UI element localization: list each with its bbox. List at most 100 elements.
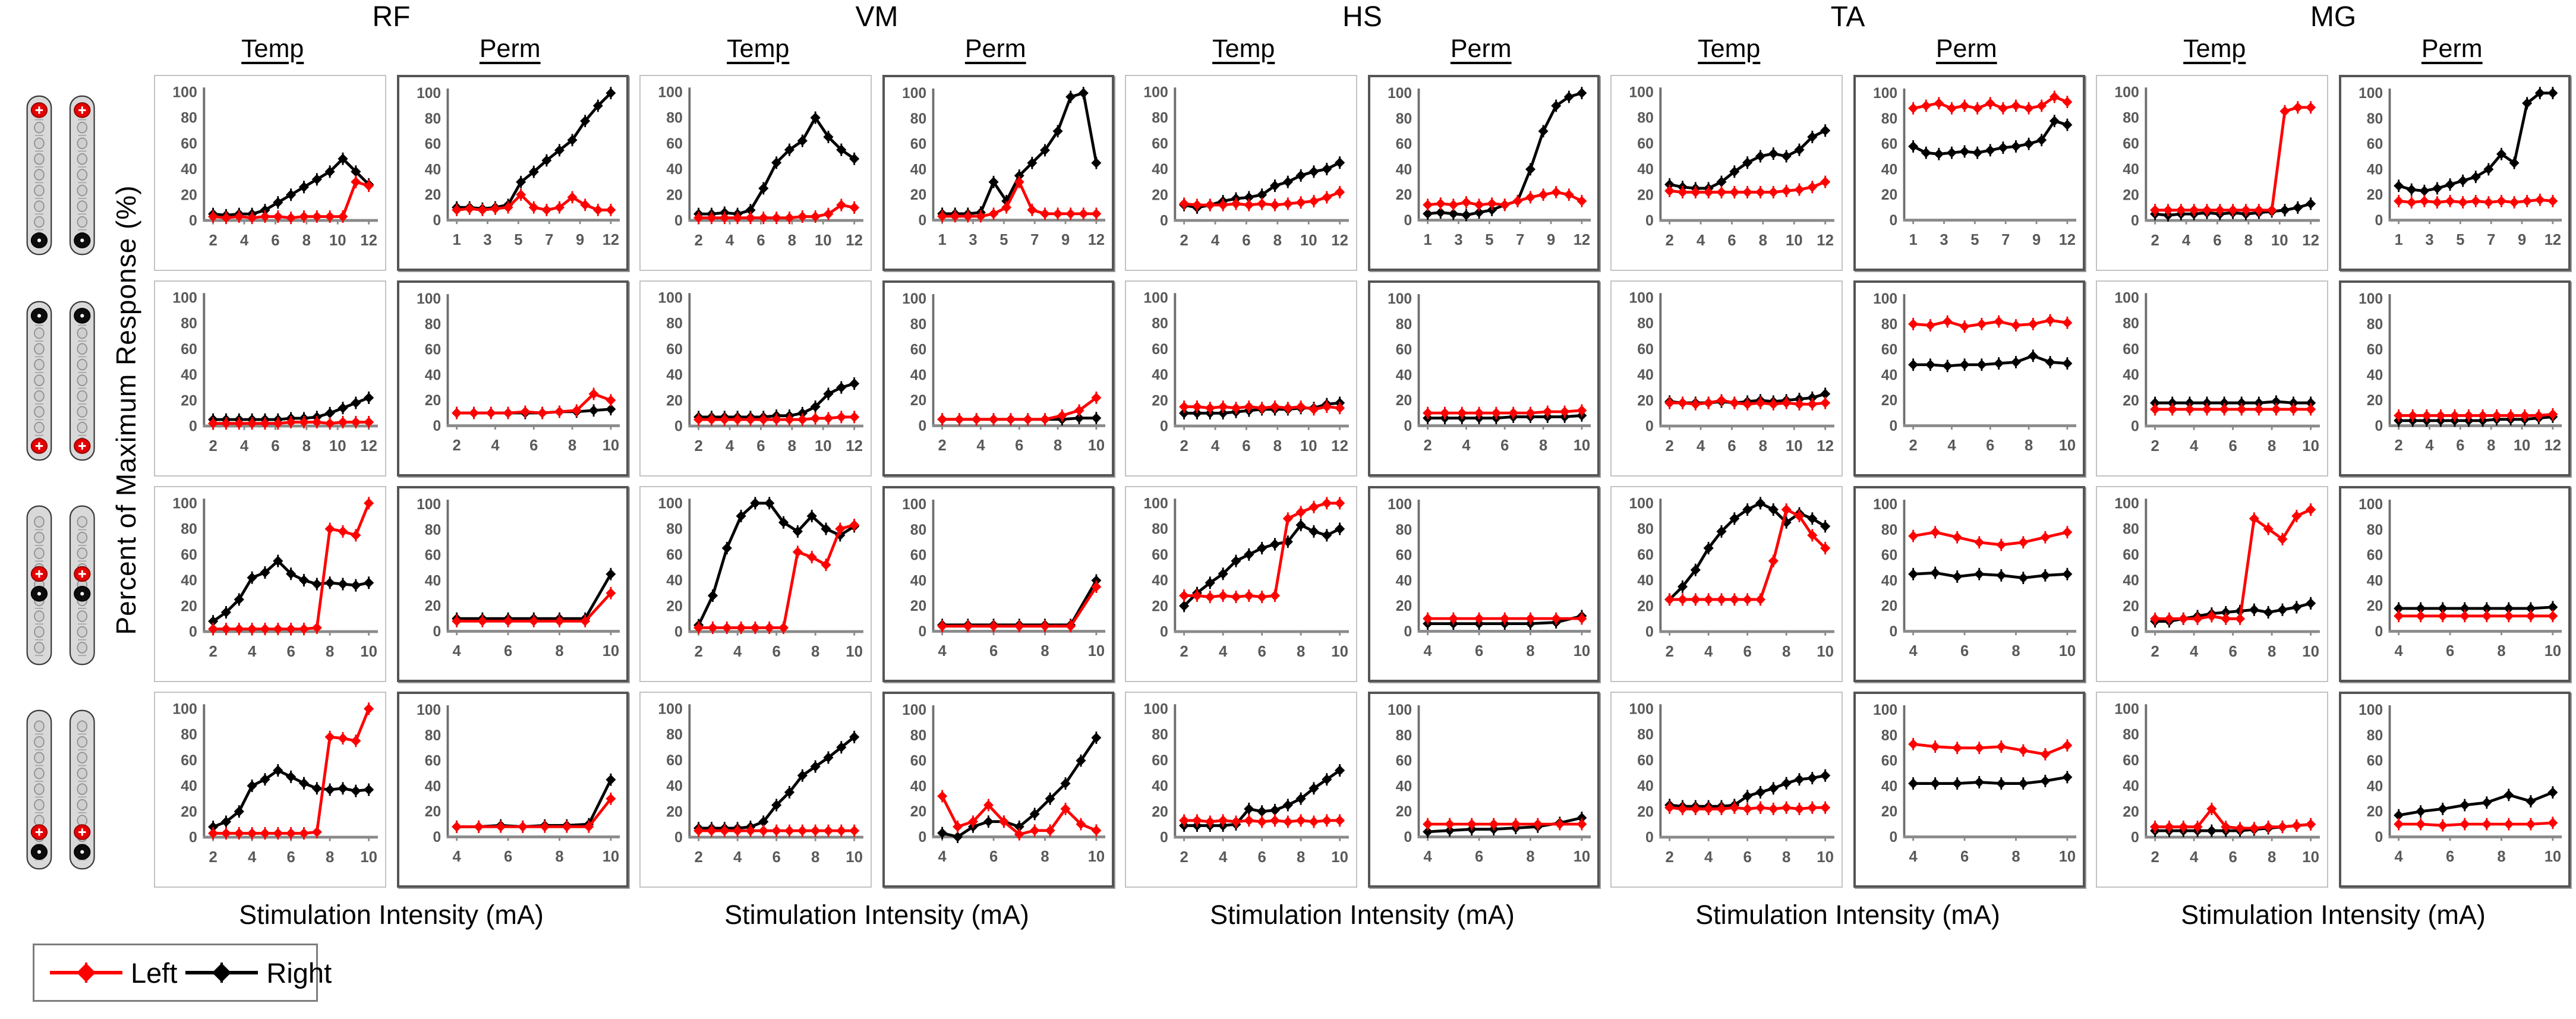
panel-hs-temp-row2: 0 20 40 60 80 100 2 4 6 8 10 12 [1125, 280, 1357, 477]
svg-text:6: 6 [1474, 848, 1483, 865]
svg-text:6: 6 [772, 849, 780, 866]
svg-text:80: 80 [2123, 727, 2139, 743]
svg-text:60: 60 [2366, 342, 2382, 358]
legend-right-label: Right [266, 957, 332, 989]
subplot-ta-perm-r2: 0 20 40 60 80 100 2 4 6 8 10 [1873, 291, 2076, 454]
svg-text:100: 100 [417, 291, 441, 307]
svg-text:8: 8 [1782, 849, 1790, 866]
svg-text:40: 40 [181, 778, 197, 794]
svg-text:2: 2 [1180, 643, 1188, 660]
svg-text:0: 0 [918, 418, 926, 434]
svg-text:40: 40 [1395, 778, 1411, 794]
chart-groups: RF Temp Perm 0 20 40 60 80 100 2 4 6 8 10 12 0 20 40 60 80 1… [149, 0, 2576, 1019]
svg-text:8: 8 [788, 232, 796, 249]
svg-text:40: 40 [910, 367, 926, 383]
svg-text:2: 2 [2151, 232, 2159, 249]
column-headers: Temp Perm [2096, 34, 2571, 71]
svg-text:0: 0 [189, 829, 197, 846]
subplot-mg-perm-r4: 0 20 40 60 80 100 4 6 8 10 [2359, 702, 2562, 865]
svg-text:80: 80 [181, 316, 197, 332]
svg-text:0: 0 [1160, 623, 1168, 640]
svg-text:80: 80 [181, 727, 197, 743]
subplot-ta-perm-r4: 0 20 40 60 80 100 4 6 8 10 [1873, 702, 2076, 865]
panel-rf-temp-row3: 0 20 40 60 80 100 2 4 6 8 10 [154, 485, 386, 682]
svg-text:2: 2 [1665, 232, 1673, 249]
svg-text:80: 80 [666, 521, 683, 538]
svg-text:8: 8 [1297, 849, 1305, 866]
svg-text:20: 20 [2366, 393, 2382, 409]
muscle-group-rf: RF Temp Perm 0 20 40 60 80 100 2 4 6 8 10 12 0 20 40 60 80 1… [149, 0, 634, 1019]
svg-text:100: 100 [1143, 701, 1168, 717]
svg-text:60: 60 [1152, 135, 1168, 152]
svg-text:10: 10 [815, 438, 832, 455]
svg-text:60: 60 [1395, 342, 1411, 358]
svg-text:20: 20 [2366, 598, 2382, 614]
svg-text:0: 0 [1889, 829, 1897, 846]
panel-vm-perm-row1: 0 20 40 60 80 100 1 3 5 7 9 12 [882, 75, 1114, 271]
svg-text:10: 10 [1817, 643, 1834, 660]
svg-text:80: 80 [910, 728, 926, 744]
svg-text:20: 20 [424, 804, 440, 820]
svg-text:0: 0 [1404, 213, 1412, 229]
svg-text:10: 10 [1817, 849, 1834, 866]
svg-text:60: 60 [424, 137, 440, 153]
svg-text:12: 12 [2544, 232, 2561, 248]
svg-text:3: 3 [2425, 232, 2433, 248]
svg-text:8: 8 [2024, 437, 2032, 454]
svg-text:3: 3 [1454, 232, 1462, 248]
svg-text:60: 60 [181, 341, 197, 358]
svg-text:10: 10 [329, 232, 346, 249]
svg-text:20: 20 [1395, 187, 1411, 203]
svg-text:20: 20 [1395, 598, 1411, 614]
subplot-hs-temp-r4: 0 20 40 60 80 100 2 4 6 8 10 [1143, 701, 1349, 866]
legend-item-right: Right [183, 957, 332, 989]
subplot-ta-temp-r4: 0 20 40 60 80 100 2 4 6 8 10 [1629, 701, 1834, 866]
svg-text:100: 100 [172, 84, 197, 100]
svg-text:100: 100 [2114, 701, 2139, 717]
svg-text:6: 6 [1500, 437, 1509, 454]
svg-text:40: 40 [1152, 161, 1168, 178]
svg-text:6: 6 [503, 643, 512, 660]
svg-text:40: 40 [666, 367, 683, 383]
svg-text:80: 80 [2366, 522, 2382, 538]
svg-text:20: 20 [1881, 393, 1897, 409]
svg-text:12: 12 [1087, 232, 1104, 248]
svg-text:3: 3 [483, 232, 491, 248]
legend-item-left: Left [48, 957, 177, 989]
subplot-mg-perm-r1: 0 20 40 60 80 100 1 3 5 7 9 12 [2359, 86, 2562, 248]
svg-text:0: 0 [189, 623, 197, 640]
panel-grid: 0 20 40 60 80 100 2 4 6 8 10 12 0 20 40 60 80 100 1 3 5 7 9 12 0… [154, 75, 629, 888]
panel-mg-temp-row1: 0 20 40 60 80 100 2 4 6 8 10 12 [2096, 75, 2328, 271]
svg-text:10: 10 [2513, 437, 2530, 454]
svg-text:60: 60 [424, 548, 440, 564]
svg-text:100: 100 [1873, 86, 1897, 102]
subplot-ta-temp-r1: 0 20 40 60 80 100 2 4 6 8 10 12 [1629, 84, 1834, 249]
svg-text:40: 40 [910, 162, 926, 178]
svg-text:80: 80 [2366, 317, 2382, 333]
subplot-ta-temp-r2: 0 20 40 60 80 100 2 4 6 8 10 12 [1629, 289, 1834, 455]
panel-vm-perm-row4: 0 20 40 60 80 100 4 6 8 10 [882, 691, 1114, 888]
svg-text:6: 6 [772, 643, 780, 660]
svg-text:20: 20 [1152, 392, 1168, 409]
svg-text:2: 2 [209, 438, 217, 455]
svg-text:40: 40 [2366, 367, 2382, 383]
svg-text:60: 60 [2366, 548, 2382, 564]
muscle-group-vm: VM Temp Perm 0 20 40 60 80 100 2 4 6 8 10 12 0 20 40 60 80 1… [634, 0, 1120, 1019]
svg-text:20: 20 [1881, 598, 1897, 614]
svg-text:8: 8 [1297, 643, 1305, 660]
svg-text:80: 80 [1881, 522, 1897, 538]
svg-text:4: 4 [1423, 848, 1432, 865]
svg-text:100: 100 [658, 495, 682, 512]
svg-text:100: 100 [902, 86, 926, 102]
svg-text:6: 6 [1727, 438, 1736, 455]
svg-text:12: 12 [846, 438, 863, 455]
svg-text:10: 10 [2544, 848, 2561, 865]
svg-text:20: 20 [1881, 804, 1897, 820]
svg-text:12: 12 [1331, 232, 1348, 249]
svg-text:100: 100 [1388, 291, 1412, 307]
svg-text:40: 40 [1881, 778, 1897, 794]
svg-text:80: 80 [1152, 316, 1168, 332]
svg-text:8: 8 [811, 849, 819, 866]
svg-text:4: 4 [2190, 438, 2199, 455]
subplot-ta-temp-r3: 0 20 40 60 80 100 2 4 6 8 10 [1629, 495, 1834, 660]
